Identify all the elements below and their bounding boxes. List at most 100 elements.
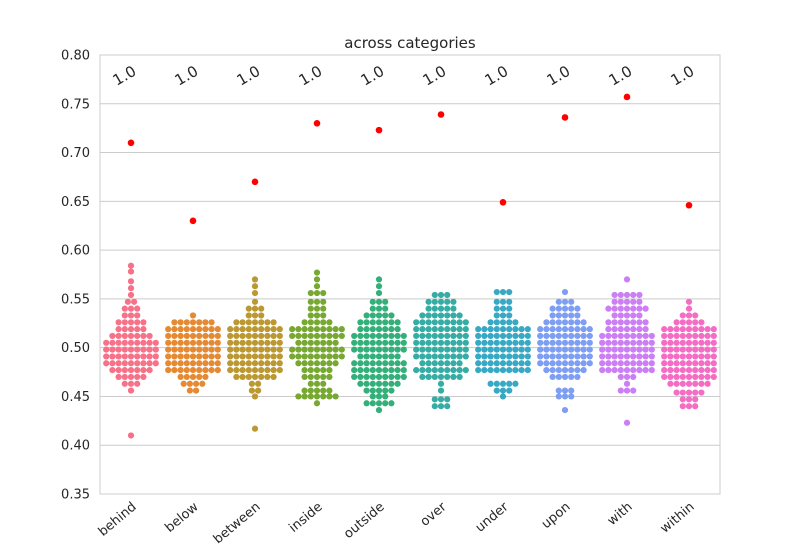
swarm-point: [636, 326, 643, 333]
swarm-point: [673, 332, 680, 340]
swarm-point: [710, 373, 717, 381]
swarm-point: [127, 353, 135, 360]
swarm-point: [704, 373, 711, 381]
swarm-point: [193, 387, 200, 394]
swarm-point: [134, 332, 141, 340]
swarm-point: [382, 326, 389, 333]
swarm-point: [623, 291, 631, 299]
swarm-point: [679, 389, 686, 396]
swarm-point: [512, 360, 519, 367]
swarm-point: [630, 360, 637, 367]
swarm-point: [499, 288, 507, 296]
swarm-point: [524, 326, 531, 333]
swarm-point: [121, 353, 128, 360]
swarm-point: [499, 360, 507, 367]
swarm-point: [648, 332, 655, 340]
swarm-point: [456, 373, 463, 381]
swarm-point: [177, 367, 184, 374]
swarm-point: [623, 419, 631, 426]
swarm-point: [196, 360, 203, 367]
swarm-point: [419, 373, 426, 381]
swarm-point: [134, 305, 141, 312]
swarm-point: [375, 298, 383, 305]
swarm-point: [388, 332, 395, 340]
category-annotation: 1.0: [234, 62, 264, 90]
swarm-point: [611, 367, 618, 374]
swarm-point: [214, 346, 221, 353]
swarm-point: [444, 367, 451, 374]
swarm-point: [561, 288, 569, 296]
swarm-point: [630, 339, 637, 346]
swarm-point: [456, 367, 463, 374]
swarm-point: [642, 367, 649, 374]
swarm-point: [493, 360, 500, 367]
swarm-point: [375, 312, 383, 319]
swarm-point: [171, 346, 178, 353]
swarm-point: [127, 367, 135, 374]
swarm-point: [698, 339, 705, 346]
swarm-point: [357, 360, 364, 367]
swarm-point: [307, 367, 314, 374]
swarm-point: [313, 276, 321, 283]
swarm-point: [180, 380, 187, 387]
swarm-point: [276, 332, 283, 340]
swarm-point: [301, 353, 308, 360]
swarm-point: [369, 400, 376, 407]
swarm-point: [338, 353, 345, 360]
swarm-point: [599, 360, 606, 367]
swarm-point: [115, 326, 122, 333]
grid-lines: [100, 103, 720, 446]
swarm-point: [313, 332, 321, 340]
swarm-point: [375, 407, 383, 414]
swarm-point: [295, 332, 302, 340]
swarm-point: [251, 373, 259, 381]
swarm-point: [351, 339, 358, 346]
swarm-point: [698, 373, 705, 381]
highlight-point: [623, 93, 631, 101]
swarm-point: [109, 332, 116, 340]
swarm-point: [326, 319, 333, 326]
swarm-point: [561, 393, 569, 400]
swarm-point: [121, 373, 128, 381]
swarm-point: [617, 291, 624, 299]
swarm-point: [196, 373, 203, 381]
swarm-point: [462, 353, 469, 360]
swarm-point: [183, 367, 190, 374]
swarm-point: [375, 319, 383, 326]
swarm-point: [134, 319, 141, 326]
swarm-point: [462, 339, 469, 346]
swarm-point: [648, 353, 655, 360]
swarm-point: [623, 305, 631, 312]
swarm-point: [375, 305, 383, 312]
swarm-point: [642, 332, 649, 340]
swarm-point: [276, 346, 283, 353]
swarm-point: [103, 339, 110, 346]
swarm-point: [332, 360, 339, 367]
swarm-point: [692, 339, 699, 346]
swarm-point: [295, 360, 302, 367]
swarm-point: [568, 387, 575, 394]
swarm-point: [574, 346, 581, 353]
swarm-point: [475, 346, 482, 353]
swarm-point: [450, 319, 457, 326]
swarm-point: [661, 346, 668, 353]
swarm-point: [171, 326, 178, 333]
swarm-point: [537, 353, 544, 360]
x-axis: behind below between inside outside over under…: [96, 499, 698, 547]
swarm-point: [506, 360, 513, 367]
swarm-point: [506, 326, 513, 333]
swarm-point: [493, 305, 500, 312]
swarm-point: [258, 312, 265, 319]
swarm-point: [208, 319, 215, 326]
swarm-point: [202, 353, 209, 360]
swarm-point: [636, 305, 643, 312]
swarm-point: [115, 353, 122, 360]
swarm-point: [524, 339, 531, 346]
swarm-point: [382, 367, 389, 374]
swarm-point: [679, 380, 686, 387]
swarm-point: [251, 339, 259, 346]
swarm-point: [630, 305, 637, 312]
swarm-point: [543, 319, 550, 326]
swarm-point: [685, 367, 693, 374]
chart-title: across categories: [344, 34, 476, 52]
